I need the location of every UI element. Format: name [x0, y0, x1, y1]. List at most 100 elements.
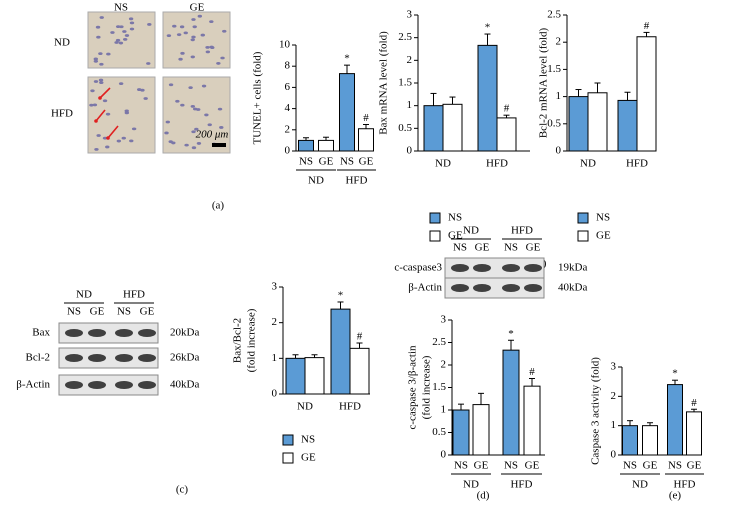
y-tick-label: 3 [441, 314, 447, 326]
bar [686, 411, 702, 456]
nucleus [204, 113, 209, 117]
y-tick-label: 1 [556, 90, 562, 102]
blot-lane-label: GE [475, 242, 490, 254]
blot-size-label: 26kDa [170, 352, 199, 364]
bar [452, 409, 470, 456]
significance-marker: # [644, 20, 650, 32]
y-tick-label: 2.5 [398, 31, 412, 43]
blot-band [115, 329, 133, 337]
nucleus [121, 136, 126, 140]
bar [330, 308, 351, 395]
blot-band [502, 264, 520, 272]
y-tick-label: 2 [556, 36, 562, 48]
column-label: GE [190, 2, 205, 14]
blot-size-label: 20kDa [170, 327, 199, 339]
blot-strip [58, 347, 159, 369]
significance-marker: # [691, 397, 697, 409]
nucleus [93, 57, 98, 61]
bar-chart: 0 0.5 1 1.5 2 2.5 3 c-caspase 3/β-actin (fold in… [407, 314, 545, 491]
arrow-head [98, 96, 102, 100]
y-tick-label: 2 [285, 123, 291, 135]
blot-size-label: 40kDa [170, 379, 199, 391]
nucleus [124, 34, 130, 37]
x-tick-label: ND [297, 401, 313, 413]
nucleus [129, 27, 135, 31]
nucleus [98, 78, 104, 82]
blot-band [115, 354, 133, 362]
bar-chart: 0 1 2 3 Caspase 3 activity (fold) NS GE * NS # GE N… [590, 357, 704, 491]
y-tick-label: 1.5 [398, 77, 412, 89]
nucleus [94, 147, 99, 151]
nucleus [178, 57, 183, 61]
legend-swatch [577, 212, 589, 224]
nucleus [98, 52, 103, 56]
bar [349, 347, 370, 395]
nucleus [90, 89, 95, 93]
y-tick-label: 1 [407, 99, 413, 111]
blot-lane-label: NS [504, 242, 518, 254]
nucleus [122, 37, 128, 41]
nucleus [168, 83, 174, 87]
x-tick-label: NS [623, 460, 637, 472]
nucleus [201, 84, 207, 88]
nucleus [192, 25, 197, 29]
x-tick-label: NS [299, 156, 313, 168]
western-blot: ND HFD NS GE NS GE Bax 20kDa Bcl-2 26kDa β-Actin 40… [16, 289, 199, 396]
micrograph-image [87, 76, 156, 154]
blot-size-label: 19kDa [558, 262, 587, 274]
nucleus [147, 23, 152, 26]
group-label: HFD [510, 479, 532, 491]
x-tick-label: NS [504, 460, 518, 472]
nucleus [95, 25, 101, 29]
nucleus [143, 97, 148, 100]
y-axis-label: Bax mRNA level (fold) [378, 31, 390, 135]
blot-band [115, 381, 133, 389]
blot-band [473, 284, 491, 292]
nucleus [165, 120, 170, 124]
y-axis-label: Bcl-2 mRNA level (fold) [538, 28, 550, 139]
legend-label: GE [301, 452, 316, 464]
legend-swatch [282, 452, 294, 464]
nucleus [191, 146, 197, 150]
nucleus [122, 30, 127, 33]
scale-label: 200 μm [196, 129, 229, 141]
panel-label: (a) [212, 200, 225, 212]
arrow [99, 87, 111, 99]
nucleus [183, 31, 188, 35]
y-axis-label: c-caspase 3/β-actin [407, 345, 419, 430]
significance-marker: # [529, 366, 535, 378]
bar [339, 73, 355, 152]
nucleus [92, 103, 98, 107]
blot-size-label: 40kDa [558, 282, 587, 294]
y-axis-label: (fold increase) [246, 308, 258, 372]
arrow [95, 109, 106, 122]
group-label: ND [632, 479, 648, 491]
y-tick-label: 2 [407, 54, 413, 66]
nucleus [171, 141, 176, 145]
x-tick-label: ND [435, 158, 451, 170]
legend-label: GE [448, 230, 463, 242]
nucleus [115, 25, 121, 29]
bar-chart: 0 0.5 1 1.5 2 2.5 Bcl-2 mRNA level (fold) # ND HF… [538, 9, 657, 242]
nucleus [137, 88, 142, 91]
y-tick-label: 3 [272, 281, 278, 293]
nucleus [191, 35, 196, 39]
group-label: HFD [673, 479, 695, 491]
bar [318, 139, 334, 152]
significance-marker: # [357, 331, 363, 343]
nucleus [222, 29, 227, 33]
legend-label: NS [301, 434, 315, 446]
x-tick-label: GE [319, 156, 334, 168]
nucleus [99, 16, 104, 19]
blot-row-label: β-Actin [16, 379, 50, 391]
blot-band [88, 329, 106, 337]
blot-band [451, 284, 469, 292]
nucleus [196, 142, 202, 145]
y-axis-label: Caspase 3 activity (fold) [590, 357, 602, 465]
x-tick-label: NS [668, 460, 682, 472]
nucleus [105, 145, 110, 149]
x-tick-label: HFD [339, 401, 361, 413]
nucleus [105, 112, 111, 116]
y-tick-label: 0 [611, 449, 617, 461]
